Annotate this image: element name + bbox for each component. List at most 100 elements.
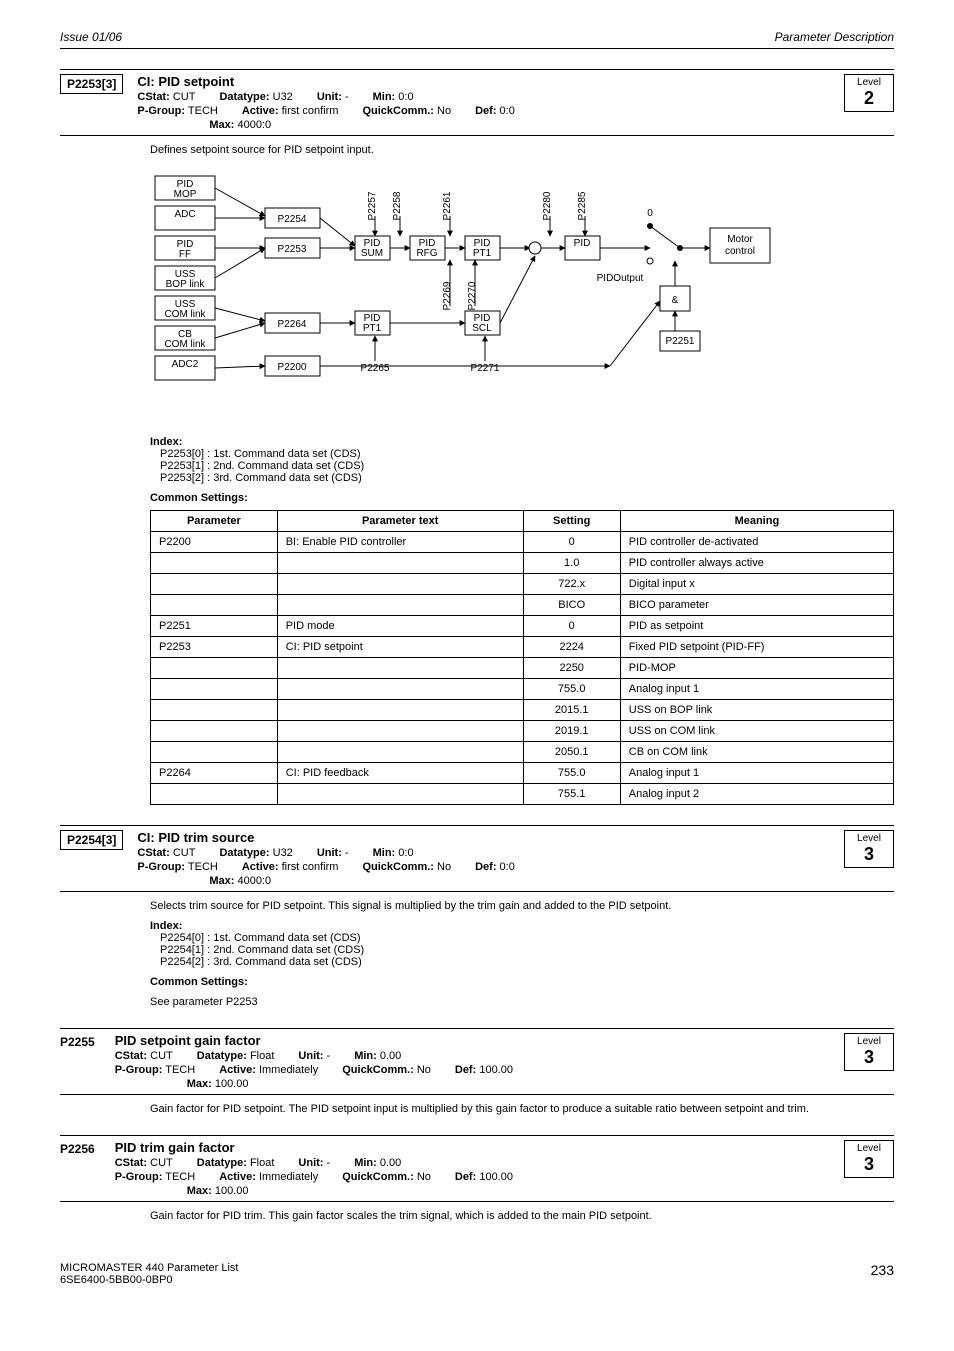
table-cell: PID controller always active: [620, 553, 893, 574]
table-header: Meaning: [620, 511, 893, 532]
p2251-box: P2251: [666, 336, 695, 347]
table-cell: PID mode: [277, 616, 523, 637]
table-cell: 2050.1: [523, 742, 620, 763]
table-cell: CI: PID setpoint: [277, 637, 523, 658]
table-cell: Analog input 1: [620, 763, 893, 784]
table-row: 1.0PID controller always active: [151, 553, 894, 574]
table-header: Parameter: [151, 511, 278, 532]
table-cell: [151, 658, 278, 679]
table-cell: 2015.1: [523, 700, 620, 721]
max-value: 4000:0: [238, 119, 272, 131]
table-cell: [151, 595, 278, 616]
table-cell: USS on BOP link: [620, 700, 893, 721]
svg-text:SCL: SCL: [472, 323, 492, 334]
param-title: PID trim gain factor: [115, 1140, 235, 1155]
svg-text:RFG: RFG: [416, 248, 437, 259]
table-cell: [151, 784, 278, 805]
svg-text:P2265: P2265: [361, 363, 390, 374]
svg-text:PID: PID: [574, 238, 591, 249]
table-cell: [277, 742, 523, 763]
table-cell: 755.1: [523, 784, 620, 805]
datatype-label: Datatype:: [219, 91, 269, 103]
cstat-label: CStat:: [137, 91, 169, 103]
table-cell: [277, 658, 523, 679]
min-value: 0:0: [398, 91, 413, 103]
active-label: Active:: [242, 105, 279, 117]
param-p2256: P2256 PID trim gain factor CStat: CUT Da…: [60, 1135, 894, 1222]
svg-text:ADC: ADC: [174, 209, 195, 220]
footer-line2: 6SE6400-5BB00-0BP0: [60, 1274, 239, 1286]
datatype-value: U32: [273, 91, 293, 103]
table-cell: [277, 574, 523, 595]
table-cell: [151, 742, 278, 763]
svg-text:BOP link: BOP link: [166, 279, 206, 290]
table-row: 755.1Analog input 2: [151, 784, 894, 805]
motor-control-1: Motor: [727, 234, 753, 245]
common-settings-table: ParameterParameter textSettingMeaning P2…: [150, 510, 894, 805]
table-cell: BI: Enable PID controller: [277, 532, 523, 553]
table-cell: Analog input 2: [620, 784, 893, 805]
svg-text:P2253: P2253: [278, 244, 307, 255]
param-p2255: P2255 PID setpoint gain factor CStat: CU…: [60, 1028, 894, 1115]
param-header: P2253[3] CI: PID setpoint CStat: CUT Dat…: [60, 69, 894, 136]
svg-text:P2254: P2254: [278, 214, 307, 225]
table-cell: Fixed PID setpoint (PID-FF): [620, 637, 893, 658]
header-left: Issue 01/06: [60, 30, 122, 44]
table-row: 2250PID-MOP: [151, 658, 894, 679]
index-2: P2254[2] : 3rd. Command data set (CDS): [160, 956, 894, 968]
param-desc: Selects trim source for PID setpoint. Th…: [150, 900, 894, 912]
index-0: P2253[0] : 1st. Command data set (CDS): [160, 448, 894, 460]
table-cell: P2200: [151, 532, 278, 553]
table-cell: 0: [523, 532, 620, 553]
index-label: Index:: [150, 920, 894, 932]
svg-text:FF: FF: [179, 249, 191, 260]
common-settings-label: Common Settings:: [150, 492, 894, 504]
svg-text:P2280: P2280: [542, 191, 553, 220]
pgroup-label: P-Group:: [137, 105, 185, 117]
table-cell: CI: PID feedback: [277, 763, 523, 784]
table-cell: [277, 679, 523, 700]
table-cell: [151, 700, 278, 721]
max-label: Max:: [209, 119, 234, 131]
table-cell: P2251: [151, 616, 278, 637]
table-cell: P2253: [151, 637, 278, 658]
index-label: Index:: [150, 436, 894, 448]
svg-text:P2285: P2285: [577, 191, 588, 220]
table-row: 755.0Analog input 1: [151, 679, 894, 700]
table-cell: 2224: [523, 637, 620, 658]
svg-text:COM link: COM link: [164, 309, 206, 320]
param-desc: Gain factor for PID trim. This gain fact…: [150, 1210, 894, 1222]
svg-text:PT1: PT1: [363, 323, 382, 334]
index-list: P2253[0] : 1st. Command data set (CDS) P…: [160, 448, 894, 484]
table-cell: 2019.1: [523, 721, 620, 742]
svg-text:P2200: P2200: [278, 362, 307, 373]
table-cell: 755.0: [523, 679, 620, 700]
table-cell: [151, 679, 278, 700]
page-number: 233: [871, 1262, 894, 1286]
param-title: CI: PID trim source: [137, 830, 254, 845]
footer-line1: MICROMASTER 440 Parameter List: [60, 1262, 239, 1274]
page-footer: MICROMASTER 440 Parameter List 6SE6400-5…: [60, 1262, 894, 1286]
table-cell: [151, 721, 278, 742]
level-box: Level 2: [844, 74, 894, 112]
table-cell: PID-MOP: [620, 658, 893, 679]
unit-label: Unit:: [317, 91, 342, 103]
param-title: CI: PID setpoint: [137, 74, 234, 89]
table-row: BICOBICO parameter: [151, 595, 894, 616]
svg-text:SUM: SUM: [361, 248, 383, 259]
param-meta: CI: PID setpoint CStat: CUT Datatype: U3…: [137, 74, 844, 131]
svg-text:P2264: P2264: [278, 319, 307, 330]
param-title: PID setpoint gain factor: [115, 1033, 261, 1048]
page-header: Issue 01/06 Parameter Description: [60, 30, 894, 49]
param-id: P2256: [60, 1140, 101, 1158]
and-gate: &: [672, 295, 679, 306]
param-p2254: P2254[3] CI: PID trim source CStat: CUT …: [60, 825, 894, 1008]
param-desc: Gain factor for PID setpoint. The PID se…: [150, 1103, 894, 1115]
unit-value: -: [345, 91, 349, 103]
table-cell: [277, 721, 523, 742]
svg-text:PT1: PT1: [473, 248, 492, 259]
cstat-value: CUT: [173, 91, 196, 103]
table-cell: PID as setpoint: [620, 616, 893, 637]
def-label: Def:: [475, 105, 496, 117]
table-cell: [151, 574, 278, 595]
